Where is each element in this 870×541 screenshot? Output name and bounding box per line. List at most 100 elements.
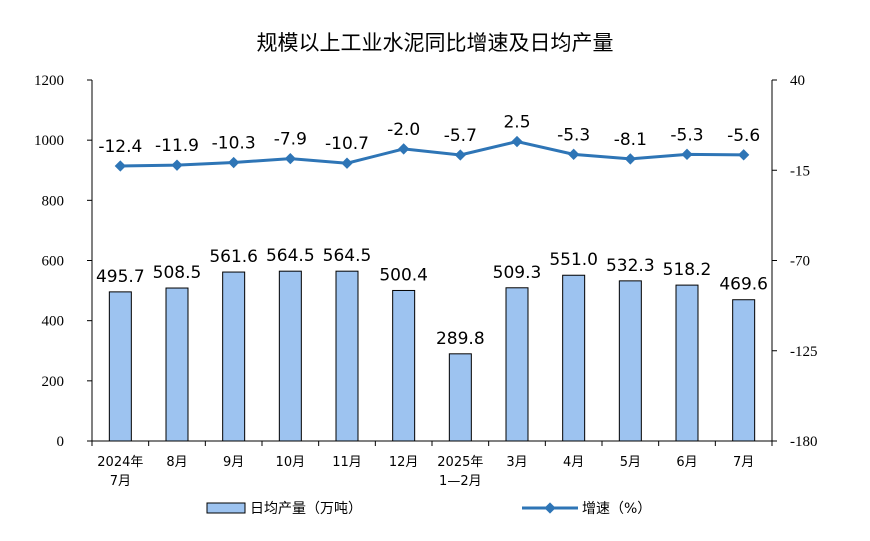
line-point	[341, 157, 353, 169]
bar	[392, 289, 416, 442]
bar	[618, 280, 642, 442]
bar-labels: 495.7 508.5 561.6 564.5 564.5 500.4 289.8 509.3…	[96, 246, 768, 349]
line-data-label: -10.7	[325, 134, 369, 154]
bar	[108, 291, 132, 442]
chart-title: 规模以上工业水泥同比增速及日均产量	[257, 31, 614, 55]
line-point	[568, 148, 580, 160]
bar-data-label: 551.0	[549, 250, 598, 270]
x-tick-label-line: 2024年	[97, 455, 143, 470]
x-tick-label: 11月	[332, 455, 362, 470]
x-tick-label-line: 1—2月	[439, 474, 482, 489]
bar-data-label: 561.6	[209, 247, 258, 267]
bar-data-label: 532.3	[606, 256, 655, 276]
line-point	[228, 156, 240, 169]
y-left-tick-label: 1200	[34, 73, 64, 89]
bar-series	[108, 270, 756, 442]
bar	[562, 274, 586, 442]
x-tick-label: 8月	[166, 455, 187, 470]
y-right-tick-label: 40	[790, 73, 805, 89]
y-left-tick-label: 0	[57, 434, 65, 450]
x-tick-label-line: 3月	[506, 455, 527, 470]
line-series	[114, 135, 750, 172]
x-tick-label-line: 4月	[563, 455, 584, 470]
legend-label-line: 增速（%）	[582, 501, 651, 517]
bar-data-label: 495.7	[96, 267, 145, 287]
y-left-tick-label: 400	[42, 314, 65, 330]
line-data-label: -8.1	[614, 130, 647, 150]
y-left-tick-label: 600	[42, 254, 65, 270]
x-tick-label: 12月	[389, 455, 419, 470]
y-left-tick-label: 1000	[34, 133, 64, 149]
x-tick-label: 7月	[733, 455, 754, 470]
y-right-tick-label: -180	[790, 434, 818, 450]
x-tick-label: 9月	[223, 455, 244, 470]
bar	[448, 353, 472, 442]
bar-data-label: 564.5	[323, 246, 372, 266]
axes: 0 200 400 600 800 1000 1200 -180 -125 -70 -15 40	[34, 73, 818, 450]
line-data-label: -5.3	[670, 125, 703, 145]
bar	[505, 287, 529, 442]
bar-data-label: 509.3	[493, 263, 542, 283]
line-data-label: -10.3	[212, 134, 256, 154]
x-tick-label: 10月	[276, 455, 306, 470]
bar	[165, 287, 189, 442]
bar-data-label: 508.5	[153, 263, 202, 283]
x-tick-label-line: 9月	[223, 455, 244, 470]
line-point	[624, 153, 636, 165]
x-tick-label: 2025年 1—2月	[437, 455, 483, 489]
line-data-label: -5.6	[727, 126, 760, 146]
line-point	[284, 152, 296, 165]
x-tick-label-line: 2025年	[437, 455, 483, 470]
x-tick-label: 3月	[506, 455, 527, 470]
line-path	[120, 139, 744, 168]
line-point	[738, 149, 750, 161]
line-point	[398, 143, 410, 155]
line-data-label: 2.5	[503, 113, 530, 133]
line-data-label: -11.9	[155, 136, 199, 156]
line-point	[114, 160, 126, 172]
line-data-label: -5.7	[444, 126, 477, 146]
bar	[222, 271, 246, 442]
x-tick-label-line: 12月	[389, 455, 419, 470]
x-tick-label-line: 10月	[276, 455, 306, 470]
x-tick-label: 6月	[676, 455, 697, 470]
y-left-tick-label: 800	[42, 193, 65, 209]
x-axis-ticks: 2024年 7月 8月 9月 10月 11月 12月 2025年 1—2月 3月 4月 5月 6月 7月	[97, 455, 754, 489]
legend: 日均产量（万吨） 增速（%）	[206, 501, 651, 517]
line-data-label: -5.3	[557, 125, 590, 145]
x-tick-label-line: 7月	[733, 455, 754, 470]
bar	[278, 270, 302, 442]
x-tick-label-line: 5月	[620, 455, 641, 470]
y-left-tick-label: 200	[42, 374, 65, 390]
x-tick-label: 2024年 7月	[97, 455, 143, 489]
x-tick-label-line: 6月	[676, 455, 697, 470]
bar	[335, 270, 359, 442]
bar-data-label: 500.4	[379, 265, 428, 285]
line-point	[454, 149, 466, 161]
line-data-label: -7.9	[274, 130, 307, 150]
y-right-tick-label: -125	[790, 344, 818, 360]
bar-data-label: 564.5	[266, 246, 315, 266]
line-point	[511, 135, 523, 148]
bar-data-label: 289.8	[436, 329, 485, 349]
y-right-tick-label: -15	[790, 163, 810, 179]
x-tick-label: 4月	[563, 455, 584, 470]
y-right-tick-label: -70	[790, 254, 810, 270]
legend-swatch-bar	[206, 502, 246, 514]
line-labels: -12.4 -11.9 -10.3 -7.9 -10.7 -2.0 -5.7 2.5 -5.3 -…	[98, 113, 760, 157]
line-point	[681, 148, 693, 160]
x-tick-label-line: 11月	[332, 455, 362, 470]
x-tick-label: 5月	[620, 455, 641, 470]
bar-data-label: 518.2	[663, 260, 712, 280]
line-data-label: -12.4	[98, 137, 142, 157]
bar	[675, 284, 699, 442]
x-tick-label-line: 7月	[110, 474, 131, 489]
bar	[732, 299, 756, 442]
legend-label-bar: 日均产量（万吨）	[250, 501, 362, 517]
x-tick-label-line: 8月	[166, 455, 187, 470]
bar-data-label: 469.6	[719, 275, 768, 295]
legend-swatch-marker	[544, 502, 556, 514]
line-data-label: -2.0	[387, 120, 420, 140]
